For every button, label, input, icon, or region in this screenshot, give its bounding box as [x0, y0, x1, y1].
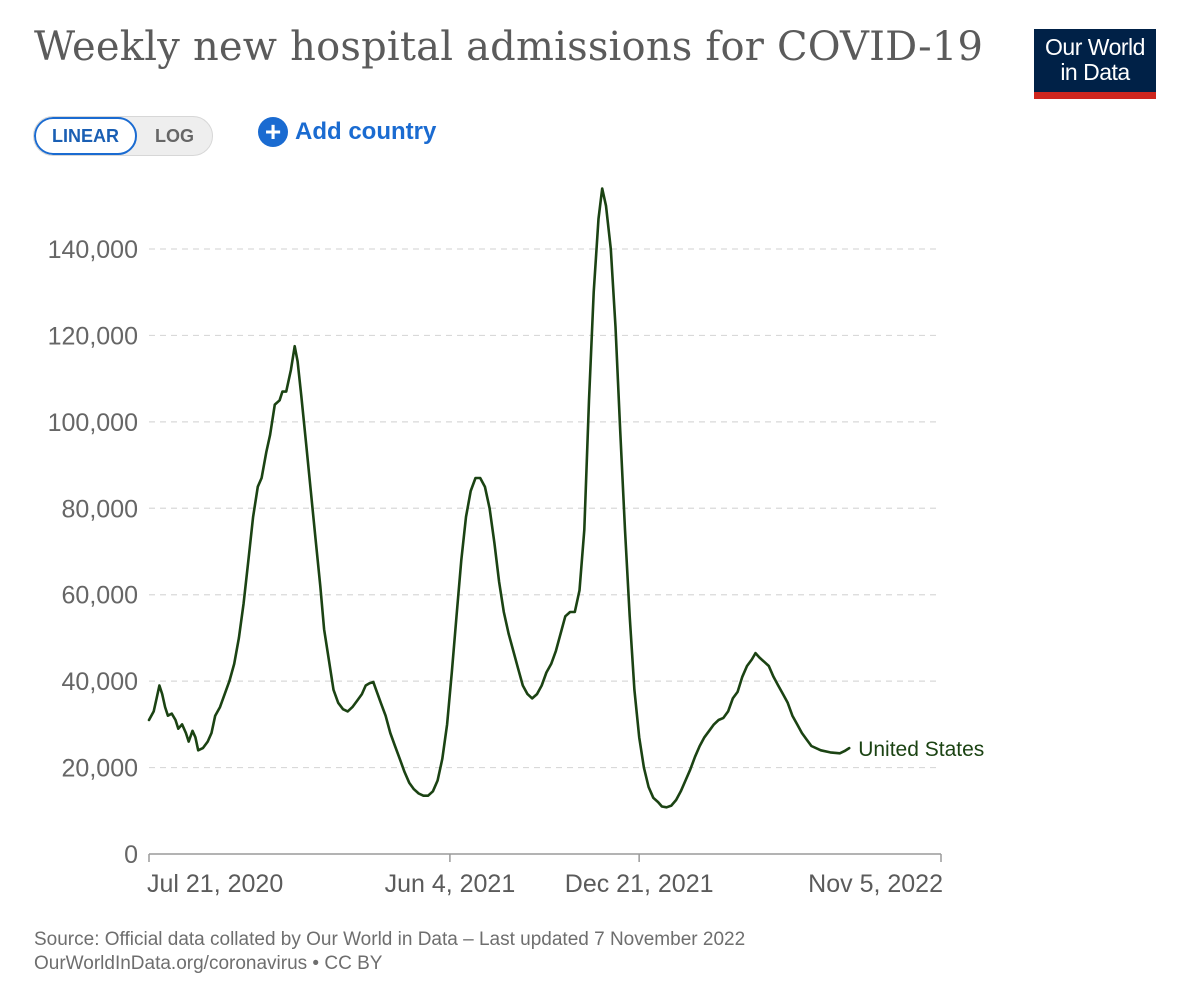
- series-label: United States: [858, 738, 984, 761]
- line-chart: 0 20,000 40,000 60,000 80,000 100,000 120,000 1…: [48, 187, 984, 898]
- chart-title: Weekly new hospital admissions for COVID…: [34, 24, 984, 70]
- y-tick-label: 20,000: [62, 755, 138, 783]
- y-tick-label: 40,000: [62, 668, 138, 696]
- y-tick-label: 140,000: [48, 236, 138, 264]
- log-scale-button[interactable]: LOG: [155, 126, 194, 146]
- scale-toggle: LINEAR LOG: [33, 116, 213, 156]
- source-note: Source: Official data collated by Our Wo…: [34, 929, 746, 950]
- y-tick-label: 120,000: [48, 322, 138, 350]
- y-tick-label: 0: [124, 841, 138, 869]
- y-tick-label: 80,000: [62, 495, 138, 523]
- linear-scale-button[interactable]: LINEAR: [34, 117, 137, 155]
- x-tick-label: Jul 21, 2020: [147, 870, 283, 898]
- y-tick-label: 100,000: [48, 409, 138, 437]
- logo-accent-bar: [1034, 92, 1156, 99]
- logo-line-1: Our World: [1045, 34, 1145, 60]
- plus-circle-icon: +: [258, 117, 288, 147]
- logo-line-2: in Data: [1060, 59, 1130, 85]
- chart-footer: Source: Official data collated by Our Wo…: [34, 928, 745, 976]
- add-country-label: Add country: [295, 118, 437, 145]
- y-tick-label: 60,000: [62, 582, 138, 610]
- x-tick-label: Nov 5, 2022: [808, 870, 943, 898]
- x-tick-label: Dec 21, 2021: [565, 870, 714, 898]
- license-note[interactable]: OurWorldInData.org/coronavirus • CC BY: [34, 953, 383, 974]
- series-line-united-states: [147, 187, 851, 809]
- x-tick-label: Jun 4, 2021: [385, 870, 516, 898]
- add-country-button[interactable]: + Add country: [258, 117, 436, 147]
- owid-logo[interactable]: Our World in Data: [1034, 29, 1156, 99]
